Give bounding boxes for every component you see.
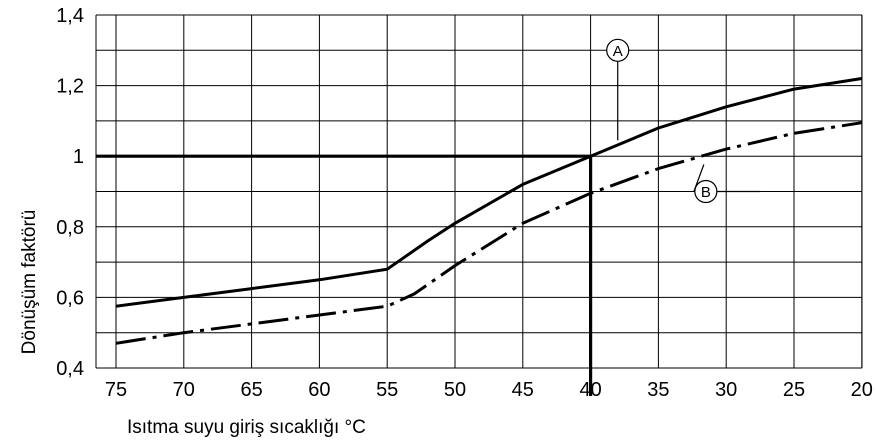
x-tick-label: 25 bbox=[783, 379, 805, 401]
y-tick-label: 1,4 bbox=[56, 5, 84, 27]
data-series bbox=[115, 77, 863, 345]
marker-label: A bbox=[613, 43, 623, 60]
series-markers: AB bbox=[606, 38, 761, 204]
x-tick-labels: 757065605550454035302520 bbox=[105, 379, 873, 401]
marker-label: B bbox=[701, 184, 711, 201]
x-tick-label: 70 bbox=[173, 379, 195, 401]
series-line-b bbox=[115, 121, 863, 345]
x-tick-label: 60 bbox=[308, 379, 330, 401]
y-axis-title: Dönüşüm faktörü bbox=[19, 210, 40, 355]
marker-circle bbox=[606, 38, 630, 62]
y-tick-label: 0,6 bbox=[56, 287, 84, 309]
series-line-a bbox=[115, 77, 863, 308]
x-tick-label: 20 bbox=[851, 379, 873, 401]
reference-lines bbox=[96, 154, 593, 396]
x-tick-label: 45 bbox=[512, 379, 534, 401]
x-tick-label: 50 bbox=[444, 379, 466, 401]
x-tick-label: 65 bbox=[240, 379, 262, 401]
y-tick-label: 0,8 bbox=[56, 217, 84, 239]
y-tick-label: 1 bbox=[73, 146, 84, 168]
y-tick-label: 0,4 bbox=[56, 358, 84, 380]
x-tick-label: 75 bbox=[105, 379, 127, 401]
y-tick-labels: 0,4 0,6 0,8 1 1,2 1,4 bbox=[56, 5, 84, 380]
chart-grid bbox=[95, 14, 863, 369]
x-tick-label: 55 bbox=[376, 379, 398, 401]
y-tick-label: 1,2 bbox=[56, 76, 84, 98]
x-tick-label: 30 bbox=[715, 379, 737, 401]
x-tick-label: 35 bbox=[647, 379, 669, 401]
x-axis-title: Isıtma suyu giriş sıcaklığı °C bbox=[127, 417, 366, 438]
marker-circle bbox=[694, 179, 718, 204]
